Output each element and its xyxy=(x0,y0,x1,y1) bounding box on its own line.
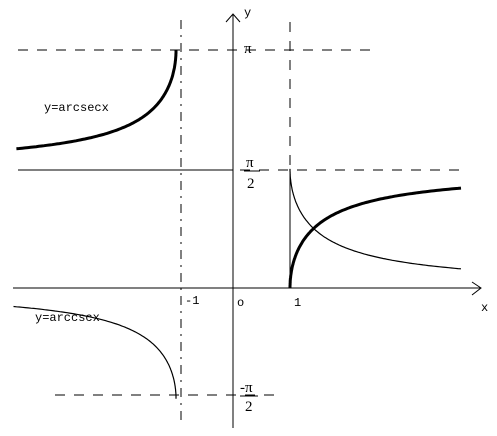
x-arrow xyxy=(471,281,482,296)
arcsec-right xyxy=(288,186,462,288)
curve-label: y=arcsecx xyxy=(44,101,109,115)
arcsec-left xyxy=(16,49,178,151)
curve-label: y=arccscx xyxy=(35,311,100,325)
y-tick-label: -π xyxy=(240,380,253,396)
x-label: x xyxy=(481,301,488,315)
arccsc-left xyxy=(13,305,177,399)
y-tick-label: 2 xyxy=(247,176,255,192)
y-tick-label: π xyxy=(244,41,252,57)
y-arrow xyxy=(225,13,241,23)
y-tick-label: π xyxy=(246,155,254,171)
y-label: y xyxy=(244,6,251,20)
origin-label: o xyxy=(237,296,244,310)
x-tick-label: -1 xyxy=(185,294,199,308)
y-tick-label: 2 xyxy=(245,399,253,415)
x-tick-label: 1 xyxy=(294,296,301,310)
arccsc-right xyxy=(289,168,462,270)
